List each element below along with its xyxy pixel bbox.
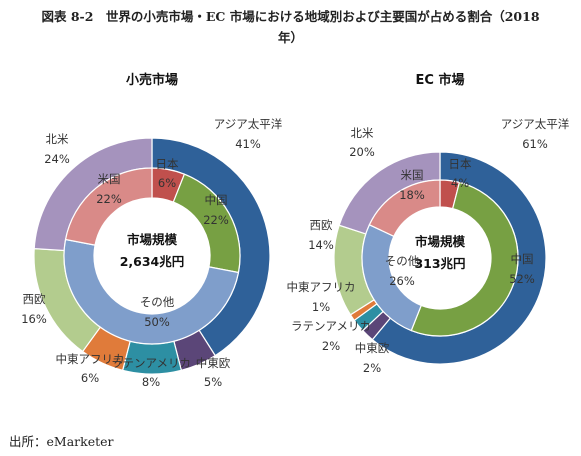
outer-1-pct-5: 20% [349,145,375,159]
outer-0-label-3: 中東アフリカ [56,352,125,366]
outer-0-label-5: 北米 [46,132,69,146]
inner-1-label-1: 中国 [511,252,534,266]
outer-1-pct-4: 14% [308,238,334,252]
outer-0-pct-3: 6% [81,371,99,385]
outer-1-label-2: ラテンアメリカ [291,319,371,333]
outer-1-label-1: 中東欧 [355,341,390,355]
figure-title-line2: 年） [277,30,303,45]
center-label-0: 市場規模 [127,232,178,247]
outer-1-pct-2: 2% [322,339,340,353]
outer-1-pct-0: 61% [522,137,548,151]
chart-title-1: EC 市場 [416,72,465,88]
inner-1-label-3: 米国 [401,168,424,182]
outer-0-pct-0: 41% [235,137,261,151]
inner-1-label-2: その他 [385,254,420,268]
center-value-0: 2,634兆円 [120,254,185,269]
outer-1-pct-3: 1% [312,300,330,314]
inner-0-pct-1: 22% [203,213,229,227]
inner-0-slice-2 [63,238,240,345]
source-note: 出所：eMarketer [9,434,114,449]
inner-1-slice-1 [410,181,519,337]
inner-1-pct-1: 52% [509,272,535,286]
center-label-1: 市場規模 [415,234,466,249]
outer-0-label-1: 中東欧 [196,356,231,370]
chart-title-0: 小売市場 [126,72,178,88]
outer-1-label-5: 北米 [351,126,374,140]
outer-1-label-4: 西欧 [310,218,333,232]
inner-0-slice-3 [64,167,153,246]
outer-0-label-2: ラテンアメリカ [111,356,191,370]
inner-1-slice-3 [368,179,441,238]
figure-title: 図表 8-2 世界の小売市場・EC 市場における地域別および主要国が占める割合（… [0,6,581,48]
outer-1-label-0: アジア太平洋 [501,117,570,131]
inner-0-label-1: 中国 [205,193,228,207]
inner-1-label-0: 日本 [449,157,472,171]
inner-1-pct-0: 4% [451,176,469,190]
outer-1-pct-1: 2% [363,361,381,375]
inner-0-pct-0: 6% [158,176,176,190]
outer-0-pct-5: 24% [44,152,70,166]
outer-1-label-3: 中東アフリカ [287,280,356,294]
inner-1-pct-2: 26% [389,274,415,288]
inner-0-label-3: 米国 [98,172,121,186]
inner-1-pct-3: 18% [399,188,425,202]
inner-0-pct-2: 50% [144,315,170,329]
outer-0-pct-4: 16% [21,312,47,326]
outer-0-label-0: アジア太平洋 [214,117,283,131]
inner-0-label-0: 日本 [156,157,179,171]
outer-0-pct-1: 5% [204,375,222,389]
inner-0-label-2: その他 [140,295,175,309]
outer-0-label-4: 西欧 [23,292,46,306]
outer-0-pct-2: 8% [142,375,160,389]
center-value-1: 313兆円 [414,256,465,271]
inner-0-pct-3: 22% [96,192,122,206]
figure-title-line1: 図表 8-2 世界の小売市場・EC 市場における地域別および主要国が占める割合（… [41,9,540,24]
